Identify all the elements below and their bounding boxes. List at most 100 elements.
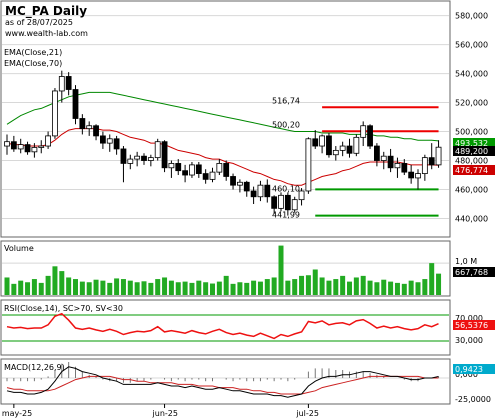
candle-body <box>421 157 428 174</box>
ema70-line <box>6 91 439 142</box>
volume-bar <box>230 283 236 295</box>
as-of-date: as of 28/07/2025 <box>5 18 73 27</box>
volume-tick: 1,0 M <box>455 257 477 266</box>
volume-bar <box>168 280 174 295</box>
ema70-series <box>6 91 439 142</box>
volume-bar <box>340 275 346 295</box>
volume-bar <box>415 282 421 295</box>
volume-bar <box>353 277 359 295</box>
rsi-value: 56,5376 <box>455 321 488 330</box>
candle-body <box>45 135 51 147</box>
candle-body <box>202 173 209 180</box>
site-url[interactable]: www.wealth-lab.com <box>5 29 88 38</box>
macd-panel[interactable] <box>0 358 451 405</box>
last-close-tag <box>453 146 495 156</box>
volume-bar <box>237 282 243 295</box>
volume-bar <box>319 277 325 295</box>
price-annotation: 441,99 <box>272 211 300 220</box>
candle-body <box>360 125 367 138</box>
candle-body <box>243 181 250 192</box>
candle-body <box>353 136 360 154</box>
volume-bar <box>374 282 380 295</box>
candle-body <box>38 145 45 148</box>
candle-body <box>195 164 202 174</box>
price-annotation: 516,74 <box>272 96 300 105</box>
volume-bar <box>429 263 435 295</box>
volume-bar <box>120 279 126 295</box>
ema70-value: 493,532 <box>455 139 488 148</box>
candle-body <box>415 173 421 179</box>
candle-body <box>100 135 106 144</box>
volume-bar <box>175 282 181 295</box>
chart-title: MC_PA Daily <box>5 4 87 19</box>
candle-body <box>106 138 113 144</box>
macd-label: MACD(12,26,9) <box>4 363 65 372</box>
volume-bar <box>305 275 311 295</box>
candle-body <box>339 145 346 151</box>
price-panel[interactable] <box>0 0 451 238</box>
candle-body <box>10 141 17 150</box>
macd-series <box>6 362 440 398</box>
candle-body <box>435 146 442 166</box>
volume-bar <box>257 281 263 295</box>
candle-body <box>127 158 134 164</box>
candle-body <box>93 125 99 137</box>
candle-body <box>394 163 401 169</box>
x-axis-label: may-25 <box>2 409 32 418</box>
candle-body <box>428 157 435 166</box>
grid-lines <box>2 15 449 379</box>
volume-bar <box>271 277 277 295</box>
candle-body <box>326 135 332 156</box>
rsi-label: RSI(Close,14), SC>70, SV<30 <box>4 304 123 313</box>
candle-body <box>284 194 291 211</box>
candle-body <box>278 194 284 209</box>
candle-body <box>141 155 147 161</box>
volume-bar <box>100 280 106 295</box>
price-annotation: 500,20 <box>272 120 300 129</box>
candle-body <box>182 170 189 176</box>
volume-bar <box>278 245 284 295</box>
volume-value-tag <box>453 267 495 277</box>
volume-bar <box>148 282 154 295</box>
price-tick-label: 520,000 <box>455 99 488 108</box>
volume-bar <box>401 283 407 295</box>
volume-bar <box>394 282 400 295</box>
volume-bar <box>79 281 85 295</box>
candle-body <box>65 76 72 90</box>
candle-body <box>305 138 312 192</box>
candle-body <box>250 190 257 198</box>
price-tick-label: 460,000 <box>455 186 488 195</box>
volume-bar <box>292 279 298 295</box>
candle-body <box>319 135 326 147</box>
volume-panel[interactable] <box>0 240 451 297</box>
volume-bar <box>196 280 202 295</box>
volume-bar <box>251 280 257 295</box>
candlestick-series <box>4 70 442 216</box>
volume-bar <box>436 273 442 295</box>
volume-bar <box>408 280 414 295</box>
volume-bar <box>360 275 366 295</box>
candle-body <box>58 76 65 92</box>
candle-body <box>223 163 230 177</box>
price-tick-label: 440,000 <box>455 215 488 224</box>
volume-bar <box>66 277 72 295</box>
candle-body <box>79 118 86 130</box>
ema21-series <box>6 128 439 186</box>
candle-body <box>154 141 161 159</box>
last-close-value: 489,200 <box>455 147 488 156</box>
volume-bar <box>381 279 387 295</box>
macd-value-tag <box>453 364 495 374</box>
volume-bar <box>216 281 222 295</box>
rsi-tick-30: 30,000 <box>455 336 483 345</box>
price-tick-label: 480,000 <box>455 157 488 166</box>
volume-bar <box>38 282 44 295</box>
candle-body <box>24 144 31 153</box>
candle-body <box>291 199 298 211</box>
rsi-panel[interactable] <box>0 299 451 356</box>
volume-bar <box>367 280 373 295</box>
candle-body <box>216 163 223 173</box>
candle-body <box>373 145 380 161</box>
macd-signal-line <box>6 375 439 395</box>
candle-body <box>257 184 264 198</box>
